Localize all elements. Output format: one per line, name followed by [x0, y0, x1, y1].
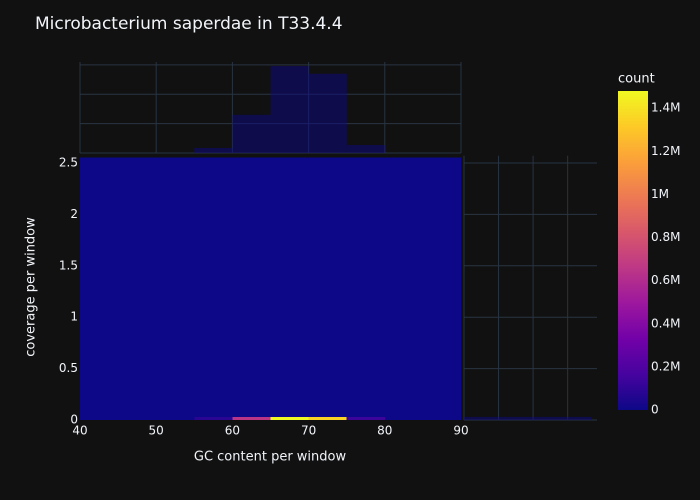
- colorbar: [618, 91, 648, 410]
- heatmap-cell: [346, 416, 385, 420]
- y-tick-label: 1: [70, 310, 78, 324]
- colorbar-tick-label: 0.6M: [651, 273, 680, 287]
- heatmap-cell: [270, 157, 309, 417]
- y-axis-label: coverage per window: [24, 217, 39, 357]
- colorbar-tick-label: 1.4M: [651, 101, 680, 115]
- heatmap-cell: [80, 416, 119, 420]
- top-hist-bar: [232, 114, 271, 153]
- heatmap-cell: [80, 157, 119, 417]
- heatmap-cell: [346, 157, 385, 417]
- right-hist-bar: [464, 416, 592, 420]
- top-hist-bar: [346, 145, 385, 153]
- chart-title: Microbacterium saperdae in T33.4.4: [35, 14, 343, 34]
- top-hist-bar: [270, 66, 309, 153]
- x-tick-label: 90: [453, 424, 468, 438]
- x-tick-label: 50: [149, 424, 164, 438]
- heatmap-cell: [118, 157, 157, 417]
- colorbar-tick-label: 0.8M: [651, 230, 680, 244]
- heatmap-cell: [384, 157, 423, 417]
- y-tick-label: 0.5: [59, 361, 78, 375]
- x-tick-label: 60: [225, 424, 240, 438]
- heatmap-cell: [232, 157, 271, 417]
- x-tick-label: 80: [377, 424, 392, 438]
- colorbar-tick-label: 0.2M: [651, 359, 680, 373]
- x-axis-label: GC content per window: [194, 450, 347, 465]
- x-tick-label: 40: [72, 424, 87, 438]
- y-tick-label: 2.5: [59, 155, 78, 169]
- y-tick-label: 0: [70, 413, 78, 427]
- x-tick-label: 70: [301, 424, 316, 438]
- colorbar-tick-label: 0: [651, 403, 659, 417]
- heatmap-cell: [270, 416, 309, 420]
- heatmap-cell: [118, 416, 157, 420]
- heatmap-cell: [194, 416, 233, 420]
- top-hist-bar: [308, 73, 347, 153]
- heatmap-cell: [156, 416, 195, 420]
- y-tick-label: 2: [70, 207, 78, 221]
- heatmap-cell: [384, 416, 423, 420]
- heatmap-cell: [232, 416, 271, 420]
- heatmap-cell: [422, 157, 461, 417]
- colorbar-title: count: [618, 72, 655, 87]
- colorbar-tick-label: 1.2M: [651, 144, 680, 158]
- colorbar-tick-label: 0.4M: [651, 316, 680, 330]
- colorbar-tick-label: 1M: [651, 187, 669, 201]
- heatmap-cell: [308, 416, 347, 420]
- heatmap-cell: [156, 157, 195, 417]
- y-tick-label: 1.5: [59, 258, 78, 272]
- heatmap-cell: [308, 157, 347, 417]
- heatmap-cell: [194, 157, 233, 417]
- heatmap-cell: [422, 416, 461, 420]
- top-hist-bar: [194, 148, 233, 153]
